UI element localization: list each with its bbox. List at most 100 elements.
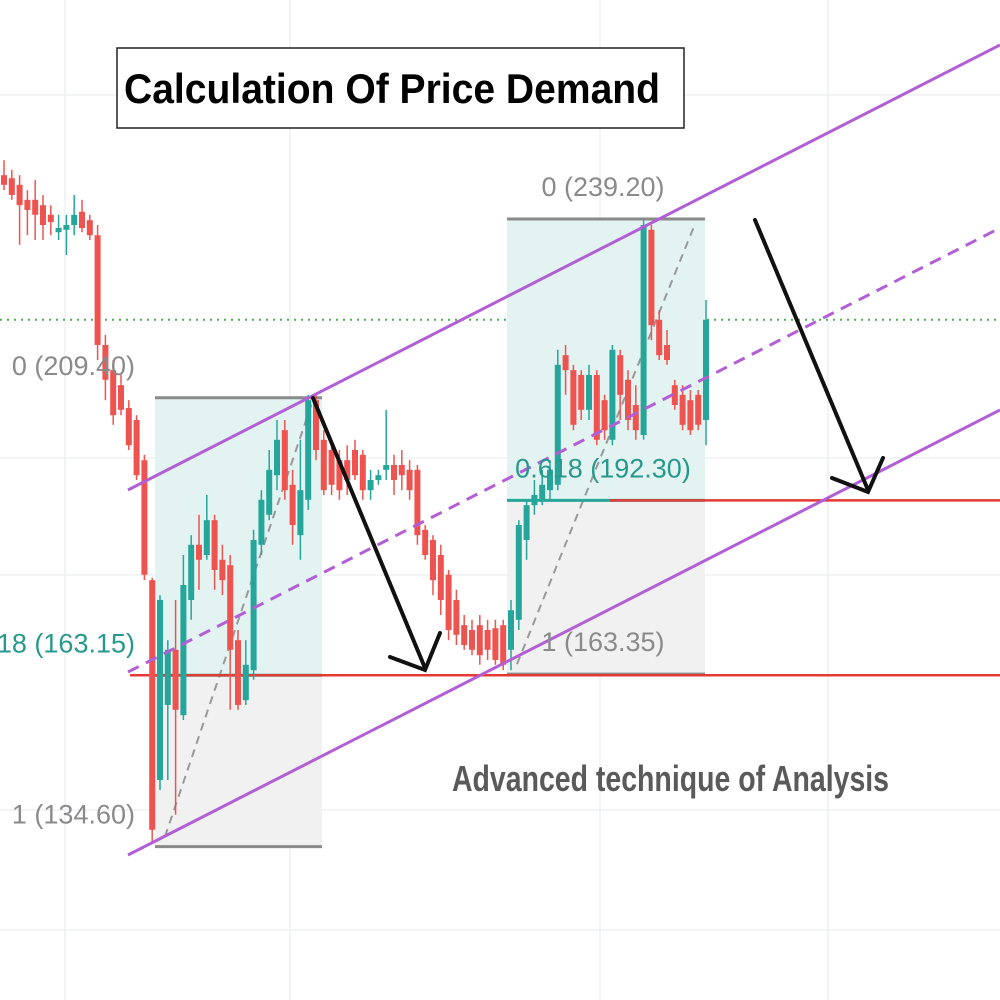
candle-body (172, 649, 179, 710)
channel-middle (127, 226, 1000, 674)
candle-body (336, 460, 343, 491)
candle-body (149, 580, 156, 830)
candle-body (515, 524, 522, 620)
candle-body (422, 529, 429, 555)
candle-body (1, 175, 7, 185)
candle-body (188, 544, 195, 600)
arrow (753, 218, 870, 492)
candle-body (40, 205, 46, 225)
candle-body (71, 214, 78, 225)
candle-body (508, 610, 514, 650)
candle-body (539, 484, 546, 500)
arrow-head (388, 631, 442, 673)
candle-body (47, 214, 54, 222)
candle-body (203, 520, 210, 555)
candle-body (648, 229, 655, 326)
candle-body (601, 400, 608, 431)
candle-body (180, 584, 187, 716)
candle-body (16, 184, 23, 206)
channel (127, 43, 1000, 857)
candle-body (578, 374, 585, 410)
candle-body (632, 404, 639, 431)
fib-level-label: 0.618 (192.30) (515, 454, 691, 484)
chart-title: Calculation Of Price Demand (124, 65, 660, 112)
candle-body (32, 199, 39, 215)
fib-zone-upper (507, 218, 705, 501)
candle-body (547, 469, 553, 491)
candle-body (398, 464, 405, 476)
candle-body (414, 469, 421, 536)
candle-body (344, 460, 351, 480)
candle-body (469, 629, 475, 650)
fib-level-label: 0 (239.20) (541, 172, 664, 202)
candle-body (523, 505, 530, 540)
candle-body (102, 344, 109, 380)
candles (1, 160, 709, 842)
candle-body (359, 454, 366, 491)
candle-body (196, 544, 202, 560)
annotation: Advanced technique of Analysis (452, 758, 889, 799)
candle-body (671, 385, 678, 405)
candle-body (367, 479, 374, 491)
candle-body (640, 224, 647, 435)
candle-body (211, 520, 218, 570)
candle-body (55, 227, 62, 233)
candle-body (274, 439, 280, 476)
candle-body (8, 178, 15, 195)
candle-body (375, 475, 382, 480)
candle-body (679, 394, 686, 425)
candle-body (437, 554, 444, 600)
candle-body (63, 224, 70, 230)
candle-body (250, 539, 257, 671)
candle-body (141, 460, 148, 575)
candle-body (352, 449, 358, 476)
candle-body (453, 599, 460, 635)
candle-body (609, 349, 616, 440)
candle-body (133, 419, 140, 476)
candle-body (703, 319, 709, 420)
candle-body (492, 628, 499, 660)
channel-upper (127, 43, 1000, 492)
candle-body (94, 235, 101, 345)
candle-body (219, 559, 226, 581)
candle-body (258, 499, 265, 545)
candle-body (430, 539, 436, 581)
candle-body (593, 374, 600, 440)
candle-body (297, 490, 304, 536)
candle-body (235, 640, 241, 705)
candle-body (570, 370, 577, 425)
candle-body (383, 464, 390, 470)
candle-body (164, 649, 171, 705)
candle-body (125, 407, 132, 446)
fib-level-label: 0 (209.40) (12, 351, 135, 381)
candle-body (695, 394, 702, 425)
channel-lower (127, 408, 1000, 857)
fib-level-label: 1 (134.60) (12, 800, 135, 830)
candle-body (86, 220, 93, 236)
candle-body (554, 364, 561, 485)
candle-body (531, 494, 538, 506)
candle-body (305, 400, 312, 500)
candle-body (656, 319, 663, 356)
title-box (116, 47, 685, 129)
candle-body (617, 355, 624, 395)
arrow (311, 396, 427, 670)
candle-body (79, 211, 85, 228)
candle-body (24, 199, 31, 210)
fib-level-label: 0.618 (163.15) (0, 628, 135, 658)
candle-body (476, 625, 483, 656)
candle-body (687, 400, 694, 431)
arrow-head (830, 456, 885, 495)
candle-body (664, 344, 670, 360)
candle-body (281, 430, 288, 491)
candle-body (110, 370, 117, 416)
candle-body (157, 599, 163, 780)
candle-body (461, 625, 468, 645)
candle-body (289, 484, 296, 525)
candle-body (242, 664, 249, 701)
candle-body (328, 449, 335, 485)
candle-body (562, 355, 569, 371)
candle-body (625, 379, 631, 420)
